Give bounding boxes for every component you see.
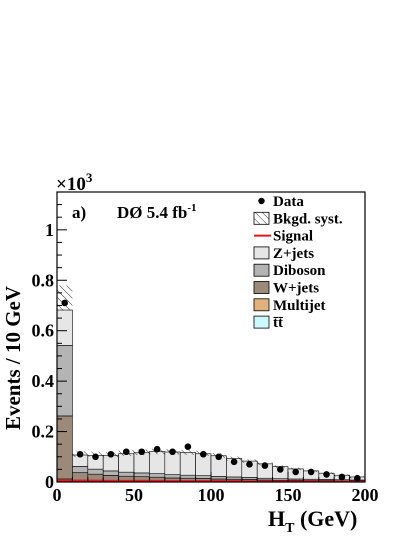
legend-swatch-w-jets: [253, 281, 270, 294]
y-scale-multiplier: ×103: [56, 170, 93, 195]
bar-z-jets-6: [149, 451, 166, 474]
data-point-18: [338, 473, 346, 481]
data-point-5: [138, 448, 145, 456]
syst-band-bin-0: [57, 285, 73, 311]
bar-diboson-7: [164, 474, 181, 479]
y-tick-label-3: 0.6: [32, 321, 55, 341]
legend-swatch-z-jets: [253, 246, 270, 260]
x-tick-label-2: 100: [198, 485, 225, 505]
y-axis-title: Events / 10 GeV: [1, 286, 25, 430]
bar-z-jets-7: [164, 451, 181, 475]
y-axis-ticks: 0 0.2 0.4 0.6 0.8 1: [32, 204, 67, 492]
data-point-16: [307, 468, 315, 476]
data-point-8: [184, 443, 192, 450]
x-tick-label-4: 200: [352, 485, 379, 505]
data-point-13: [261, 462, 269, 469]
data-point-3: [107, 450, 115, 458]
syst-band-bin-8: [180, 449, 196, 456]
bar-diboson-6: [149, 473, 166, 478]
legend-label-diboson: Diboson: [273, 263, 326, 279]
legend-label-z-jets: Z+jets: [273, 246, 314, 262]
data-point-17: [323, 471, 330, 478]
y-tick-label-1: 0.2: [32, 422, 55, 442]
data-point-19: [354, 474, 361, 482]
bar-diboson-8: [179, 474, 196, 479]
data-point-9: [200, 450, 207, 458]
legend-marker-data: [258, 197, 265, 205]
legend-label-signal: Signal: [273, 229, 313, 245]
bar-w-jets-3: [102, 475, 119, 481]
bar-z-jets-0: [56, 309, 73, 346]
legend-label-bkgd-syst: Bkgd. syst.: [273, 211, 343, 227]
y-tick-label-2: 0.4: [32, 371, 55, 391]
bar-w-jets-1: [72, 472, 89, 481]
legend-label-t-t: t̄t̄: [273, 315, 284, 331]
y-tick-label-4: 0.8: [32, 270, 55, 290]
panel-label: a): [72, 203, 86, 222]
data-point-14: [277, 466, 284, 473]
legend-label-multijet: Multijet: [273, 298, 325, 314]
bar-z-jets-5: [133, 452, 150, 474]
experiment-label: DØ 5.4 fb-1: [117, 202, 197, 222]
data-point-0: [61, 299, 68, 307]
data-point-4: [123, 448, 130, 456]
data-points: [61, 299, 361, 482]
bar-diboson-9: [195, 475, 212, 479]
legend-swatch-multijet: [253, 298, 270, 312]
data-point-6: [153, 445, 161, 453]
bar-diboson-4: [118, 471, 135, 477]
bar-z-jets-4: [118, 453, 135, 473]
plot-frame: [56, 191, 366, 483]
legend-label-data: Data: [273, 194, 304, 210]
data-point-7: [169, 448, 176, 456]
bkgd-syst-band: [57, 285, 365, 479]
x-tick-label-1: 50: [125, 485, 143, 505]
x-axis-ticks: 0 50 100 150 200: [53, 472, 379, 505]
data-point-15: [292, 468, 300, 476]
bar-diboson-12: [241, 477, 258, 480]
x-tick-label-0: 0: [53, 485, 62, 505]
data-point-12: [246, 461, 253, 468]
legend-label-w-jets: W+jets: [273, 281, 319, 297]
data-point-1: [76, 450, 84, 458]
bar-w-jets-2: [87, 473, 104, 481]
legend-swatch-diboson: [253, 263, 270, 277]
bar-z-jets-3: [102, 454, 119, 472]
legend-swatch-t-t: [253, 315, 270, 329]
bar-diboson-3: [102, 470, 119, 476]
bar-diboson-5: [133, 472, 150, 478]
data-point-10: [215, 453, 222, 461]
bar-diboson-1: [72, 466, 89, 473]
y-tick-label-5: 1: [45, 220, 54, 240]
bar-diboson-10: [210, 476, 227, 480]
x-axis-title: HT (GeV): [268, 506, 357, 536]
bar-diboson-2: [87, 468, 104, 475]
x-tick-label-3: 150: [275, 485, 302, 505]
bar-z-jets-8: [179, 452, 196, 476]
bar-diboson-11: [226, 476, 243, 480]
y-tick-label-0: 0: [45, 472, 54, 492]
data-point-2: [92, 453, 99, 461]
data-point-11: [230, 458, 238, 466]
legend-swatch-bkgd-syst: [253, 211, 270, 225]
